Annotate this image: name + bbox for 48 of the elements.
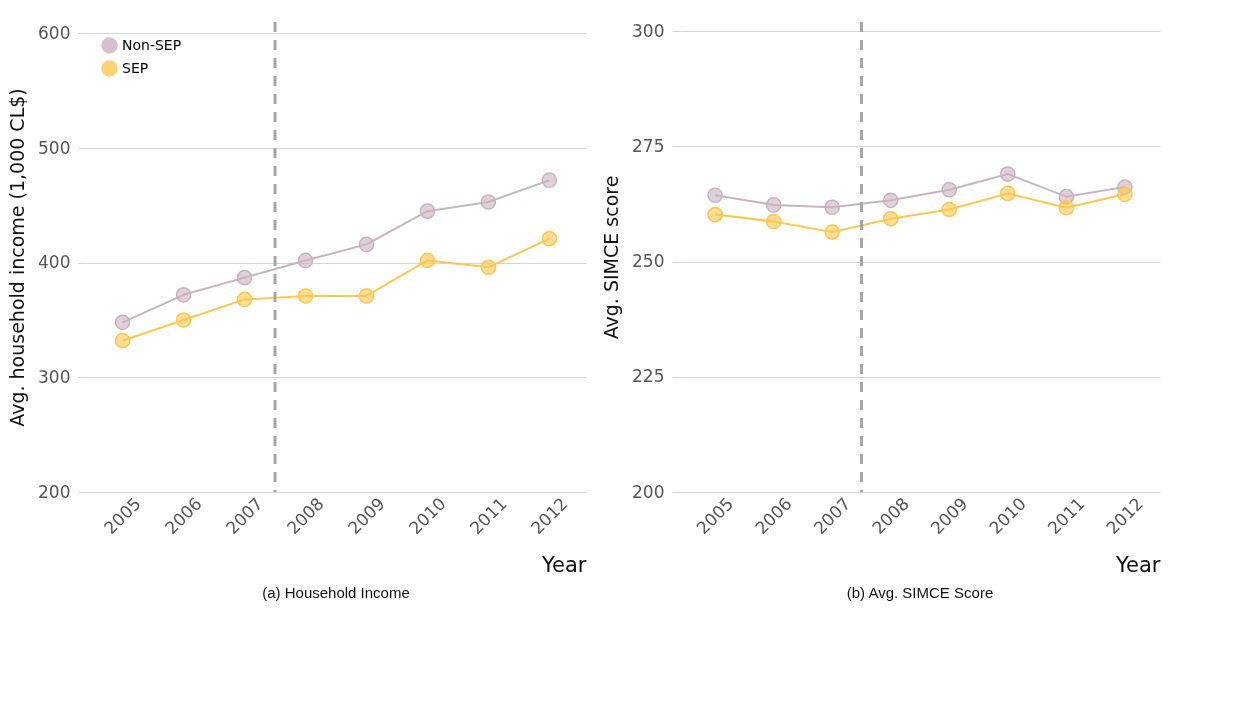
y-tick-label: 200 (632, 481, 665, 502)
y-tick-label: 300 (38, 366, 71, 387)
point (999, 185, 1016, 202)
point (297, 252, 314, 269)
point (941, 181, 958, 198)
point (941, 201, 958, 218)
y-tick-label: 300 (632, 20, 665, 41)
point (882, 192, 899, 209)
point (1117, 186, 1133, 203)
point (541, 230, 558, 247)
y-tick-label: 500 (38, 137, 71, 158)
point (1058, 199, 1075, 216)
y-tick-label: 250 (632, 251, 665, 272)
point (707, 187, 723, 204)
point (297, 288, 314, 304)
point (114, 332, 131, 349)
point (236, 269, 253, 286)
x-axis-title: Year (1115, 553, 1161, 578)
point (882, 210, 899, 227)
point (765, 197, 782, 213)
y-tick-label: 275 (632, 135, 665, 156)
y-axis-title: Avg. SIMCE score (600, 175, 623, 340)
y-tick-label: 600 (38, 22, 71, 43)
point (480, 259, 497, 276)
point (707, 206, 723, 223)
point (114, 314, 131, 331)
point (824, 199, 841, 216)
point (480, 194, 497, 210)
point (999, 166, 1016, 182)
point (541, 172, 558, 188)
y-axis-title: Avg. household income (1,000 CL$) (6, 88, 29, 427)
legend-label: SEP (122, 59, 149, 76)
point (175, 287, 192, 303)
y-tick-label: 225 (632, 366, 665, 387)
legend-label: Non-SEP (122, 36, 182, 53)
point (175, 312, 192, 328)
point (358, 236, 375, 253)
point (236, 291, 253, 308)
y-tick-label: 400 (38, 252, 71, 273)
point (419, 252, 436, 269)
point (824, 224, 841, 240)
text: (b) Avg. SIMCE Score (846, 583, 994, 601)
point (419, 203, 436, 219)
text: (a) Household Income (262, 583, 410, 601)
y-tick-label: 200 (38, 481, 71, 502)
x-axis-title: Year (541, 553, 587, 578)
point (358, 288, 375, 304)
point (765, 213, 782, 230)
